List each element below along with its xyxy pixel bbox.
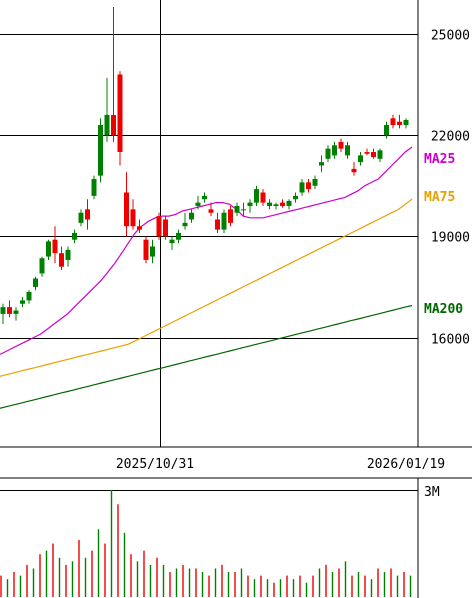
candle-body — [13, 310, 19, 314]
candle-body — [85, 209, 90, 220]
candle-body — [52, 239, 58, 254]
label-layer: 16000 19000 22000 25000 2025/10/31 2026/01/19… — [116, 29, 470, 501]
candle-body — [26, 291, 32, 301]
candle-body — [390, 118, 396, 126]
candle-body — [234, 205, 240, 213]
candle-body — [130, 209, 136, 227]
candle-body — [7, 307, 12, 314]
candle-body — [351, 168, 357, 173]
date-tick-label: 2025/10/31 — [116, 457, 194, 472]
candle-body — [267, 202, 272, 206]
candle-body — [241, 209, 246, 211]
candle-body — [91, 179, 97, 196]
candle-body — [254, 189, 259, 203]
ma-label-ma25: MA25 — [424, 152, 455, 167]
candle-body — [189, 212, 194, 220]
candle-body — [325, 148, 331, 159]
candle-body — [358, 155, 363, 163]
candle-body — [397, 121, 402, 126]
candle-body — [156, 216, 162, 237]
candle-body — [72, 232, 77, 240]
volume-tick-label: 3M — [424, 485, 440, 500]
candle-body — [345, 145, 350, 156]
candle-body — [273, 204, 279, 206]
candle-body — [163, 219, 168, 237]
ma-line-ma75 — [0, 198, 413, 377]
candle-body — [195, 202, 201, 206]
candle-body — [98, 125, 103, 176]
candle-body — [176, 232, 181, 240]
candle-body — [137, 226, 142, 230]
candle-body — [111, 114, 116, 136]
candle-body — [260, 192, 266, 203]
date-tick-label: 2026/01/19 — [367, 457, 445, 472]
candle-body — [169, 239, 175, 244]
candle-body — [306, 182, 311, 190]
candle-body — [364, 152, 370, 154]
candle-body — [46, 241, 51, 257]
candle-body — [143, 239, 149, 260]
ma-line-ma200 — [0, 304, 413, 409]
price-tick-label: 19000 — [431, 231, 470, 246]
candle-body — [0, 307, 6, 314]
candle-body — [371, 152, 376, 158]
candle-body — [150, 246, 155, 257]
volume-layer — [0, 490, 412, 597]
candle-body — [215, 219, 220, 230]
candle-body — [332, 145, 337, 156]
candle-body — [39, 258, 45, 274]
candle-body — [377, 150, 383, 159]
candle-body — [20, 300, 25, 304]
price-tick-label: 22000 — [431, 130, 470, 145]
candle-body — [384, 125, 389, 136]
candle-body — [104, 114, 110, 136]
candle-body — [33, 278, 38, 287]
candle-body — [78, 212, 84, 223]
candle-body — [117, 74, 123, 153]
candle-body — [293, 195, 298, 200]
candle-body — [221, 212, 227, 230]
candle-body — [403, 119, 409, 126]
price-tick-label: 16000 — [431, 333, 470, 348]
candle-body — [124, 192, 129, 227]
moving-average-layer — [0, 146, 413, 409]
candle-body — [182, 222, 188, 227]
candle-body — [338, 141, 344, 149]
ma-label-ma75: MA75 — [424, 190, 455, 205]
candle-body — [247, 202, 253, 206]
candle-body — [59, 253, 64, 267]
candle-body — [208, 209, 214, 213]
candle-body — [319, 162, 324, 166]
candlestick-layer — [0, 7, 409, 325]
candle-body — [299, 182, 305, 193]
candle-body — [312, 179, 318, 186]
ma-label-ma200: MA200 — [424, 302, 463, 317]
candle-body — [286, 200, 292, 206]
price-tick-label: 25000 — [431, 29, 470, 44]
candle-body — [228, 209, 233, 223]
candle-body — [202, 195, 207, 200]
ma-line-ma25 — [0, 146, 413, 355]
candle-body — [280, 202, 285, 206]
candle-body — [65, 249, 71, 260]
